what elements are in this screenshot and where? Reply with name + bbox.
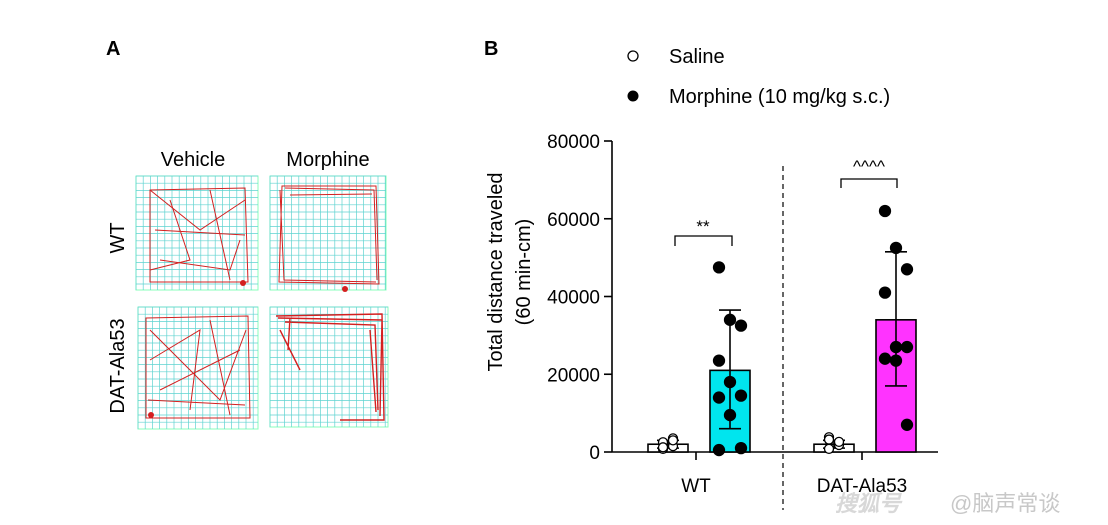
ala53-significance-text: ^^^^ [853,157,885,176]
data-point [833,436,845,448]
watermark: 搜狐号 @脑声常谈 [835,491,1060,516]
watermark-logo: 搜狐号 [835,491,903,516]
track-grid-wt-morphine [269,175,387,292]
data-point [900,340,914,354]
data-point [723,408,737,422]
x-label-wt: WT [681,476,711,497]
data-point [823,443,835,455]
data-point [657,442,669,453]
track-grid-ala53-morphine [269,306,389,428]
data-point [723,313,737,326]
track-frame [137,306,259,430]
data-point [889,241,903,255]
legend-saline-label: Saline [669,46,725,68]
watermark-text: @脑声常谈 [950,491,1060,516]
bar-wt-saline [647,433,689,455]
data-point [723,375,737,389]
data-point [712,354,726,367]
column-label-vehicle: Vehicle [161,149,226,171]
wt-significance-bracket [674,235,733,246]
data-point [667,435,679,446]
data-point [889,354,903,367]
y-axis-label-line2: (60 min-cm) [513,219,535,326]
column-label-morphine: Morphine [286,149,369,171]
wt-significance-text: ** [696,217,710,236]
data-point [734,441,748,455]
significance-annotations: ** ^^^^ [674,157,898,246]
x-label-dat-ala53: DAT-Ala53 [817,476,907,497]
y-tick-label: 60000 [547,210,600,231]
track-trace-ala53-vehicle [145,315,251,419]
data-point [878,286,892,299]
data-point [712,443,726,457]
bar-wt-morphine [709,261,751,457]
data-point [823,434,835,445]
data-point [900,418,914,431]
data-point [878,352,892,365]
ala53-significance-bracket [840,178,898,188]
y-tick-label: 80000 [547,132,600,153]
track-grid-ala53-vehicle [137,306,259,430]
panel-a-letter: A [106,38,120,60]
data-point [878,204,892,218]
data-point [734,389,748,402]
legend-morphine-marker [627,90,639,102]
row-label-dat-ala53: DAT-Ala53 [107,318,129,413]
track-trace-wt-vehicle [149,187,249,286]
track-trace-ala53-morphine [275,313,385,421]
data-point [900,263,914,276]
panel-b-letter: B [484,38,498,60]
data-point [889,340,903,354]
data-point [734,319,748,332]
row-label-wt: WT [107,222,129,253]
track-trace-wt-morphine [278,185,380,292]
track-grid-wt-vehicle [135,175,259,291]
y-tick-label: 20000 [547,365,600,386]
bar-plot: 0 20000 40000 60000 80000 [547,132,938,464]
legend-saline-marker [627,50,639,62]
track-frame [269,175,387,291]
data-point [712,261,726,274]
y-axis-label-line1: Total distance traveled [485,172,507,371]
bar-dat-ala53-morphine [875,204,917,453]
y-tick-label: 0 [589,443,600,464]
y-tick-label: 40000 [547,288,600,309]
data-point [712,391,726,404]
legend-morphine-label: Morphine (10 mg/kg s.c.) [669,86,890,108]
legend: Saline Morphine (10 mg/kg s.c.) [627,46,890,108]
bar-dat-ala53-saline [813,432,855,455]
